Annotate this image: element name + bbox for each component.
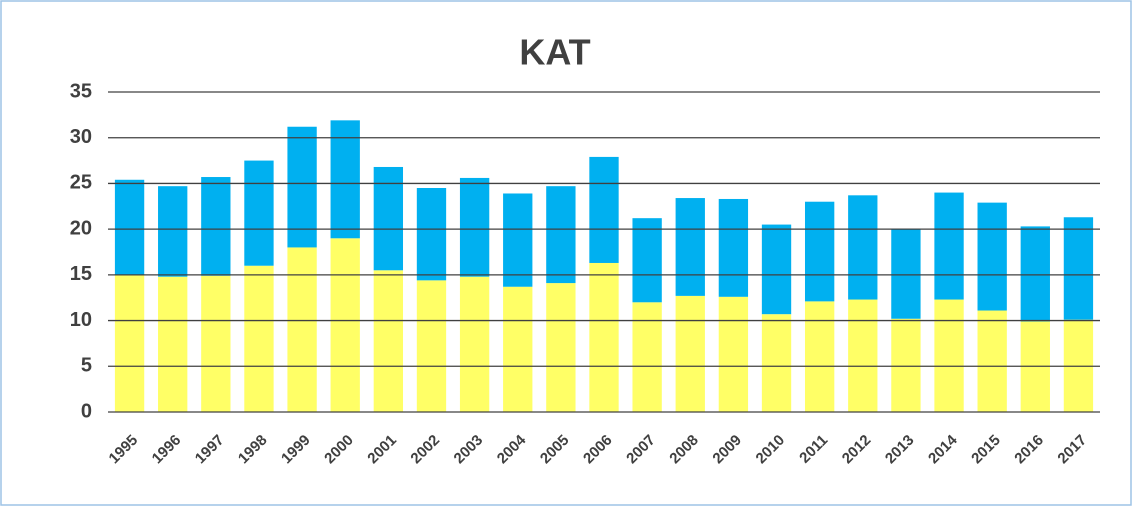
bar-segment xyxy=(934,299,964,412)
bar-segment xyxy=(977,310,1007,412)
bar-segment xyxy=(848,299,878,412)
bar-segment xyxy=(503,193,533,287)
y-tick-label: 30 xyxy=(70,126,92,148)
bar-segment xyxy=(891,229,921,319)
bar-segment xyxy=(761,224,792,315)
bar-segment xyxy=(632,302,662,412)
bar-segment xyxy=(891,318,921,412)
bar-segment xyxy=(330,238,360,412)
chart-title: KAT xyxy=(519,32,590,73)
bar-segment xyxy=(503,286,533,412)
y-tick-label: 20 xyxy=(70,217,92,239)
bar-segment xyxy=(934,192,964,300)
y-tick-label: 10 xyxy=(70,309,92,331)
bar-segment xyxy=(416,280,447,412)
bar-segment xyxy=(1020,226,1050,322)
bar-segment xyxy=(718,198,749,297)
bar-segment xyxy=(546,283,576,412)
bar-segment xyxy=(761,314,792,412)
bar-segment xyxy=(459,276,490,412)
bar-segment xyxy=(977,202,1007,311)
bar-segment xyxy=(201,177,231,276)
bar-segment xyxy=(675,295,705,412)
bar-segment xyxy=(589,156,619,263)
bar-segment xyxy=(158,186,188,277)
bar-segment xyxy=(373,166,404,271)
bar-segment xyxy=(1063,217,1094,320)
bar-segment xyxy=(158,276,188,412)
bar-segment xyxy=(675,198,705,296)
bar-segment xyxy=(330,120,360,239)
y-tick-label: 5 xyxy=(81,355,92,377)
bar-segment xyxy=(244,160,274,266)
bar-segment xyxy=(244,265,274,412)
bar-segment xyxy=(287,126,317,248)
bar-segment xyxy=(287,247,317,412)
bar-segment xyxy=(632,218,662,303)
bar-segment xyxy=(373,270,404,412)
bar-segment xyxy=(848,195,878,300)
y-tick-label: 35 xyxy=(70,80,92,102)
bar-segment xyxy=(416,188,447,281)
bar-segment xyxy=(804,201,835,302)
bar-segment xyxy=(459,177,490,277)
bar-segment xyxy=(114,179,145,275)
y-tick-label: 0 xyxy=(81,400,92,422)
bar-segment xyxy=(589,262,619,412)
bar-segment xyxy=(114,274,145,412)
bar-segment xyxy=(546,186,576,284)
y-tick-label: 25 xyxy=(70,172,92,194)
bar-segment xyxy=(201,275,231,412)
y-tick-label: 15 xyxy=(70,263,92,285)
bar-segment xyxy=(804,301,835,412)
bar-segment xyxy=(718,296,749,412)
